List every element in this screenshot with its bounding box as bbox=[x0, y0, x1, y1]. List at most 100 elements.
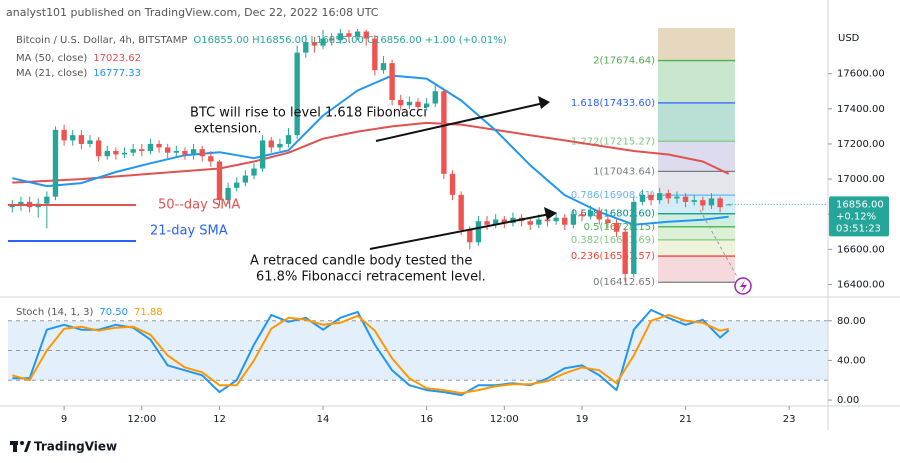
retrace-line-1: A retraced candle body tested the bbox=[250, 254, 472, 269]
candle-body bbox=[208, 156, 214, 162]
y-tick-label: 0.00 bbox=[837, 395, 859, 406]
x-tick-label: 9 bbox=[61, 414, 67, 425]
candle-body bbox=[674, 196, 680, 199]
ma21-legend: MA (21, close) 16777.33 bbox=[16, 68, 141, 79]
candle-body bbox=[165, 147, 171, 153]
candle-body bbox=[242, 175, 249, 183]
candle-body bbox=[570, 214, 577, 225]
fib-band bbox=[658, 171, 735, 196]
stoch-name: Stoch (14, 1, 3) bbox=[16, 307, 93, 318]
x-tick-label: 23 bbox=[783, 414, 796, 425]
candle-body bbox=[294, 52, 300, 136]
projection-line bbox=[699, 209, 741, 283]
ma21-value: 16777.33 bbox=[93, 68, 141, 79]
candle-body bbox=[363, 31, 369, 39]
retrace-line-2: 61.8% Fibonacci retracement level. bbox=[256, 270, 486, 285]
candle-body bbox=[682, 196, 689, 202]
x-tick-label: 12:00 bbox=[127, 414, 156, 425]
ohlc: O16855.00 H16856.00 L16855.00 C16856.00 … bbox=[193, 35, 506, 46]
stoch-k-value: 70.50 bbox=[99, 307, 128, 318]
fib-label: 1.618(17433.60) bbox=[571, 98, 655, 109]
candle-body bbox=[216, 161, 223, 201]
candle-body bbox=[553, 217, 559, 222]
candle-body bbox=[285, 135, 292, 144]
y-tick-label: 17200.00 bbox=[837, 139, 885, 150]
candle-body bbox=[251, 168, 257, 176]
candle-body bbox=[303, 42, 309, 53]
candle-body bbox=[147, 143, 154, 151]
y-tick-label: 17600.00 bbox=[837, 69, 885, 80]
candle-body bbox=[52, 129, 59, 197]
y-tick-label: 16400.00 bbox=[837, 279, 885, 290]
candle-body bbox=[44, 196, 50, 204]
candle-body bbox=[501, 219, 507, 223]
fib-label: 0.5(16728.15) bbox=[584, 222, 656, 233]
candle-body bbox=[190, 149, 197, 155]
stoch-line bbox=[12, 313, 729, 395]
symbol-legend: Bitcoin / U.S. Dollar, 4h, BITSTAMP O1685… bbox=[16, 35, 507, 46]
candle-body bbox=[398, 100, 404, 106]
candle-body bbox=[484, 221, 490, 225]
x-tick-label: 14 bbox=[317, 414, 330, 425]
candle-body bbox=[423, 103, 430, 108]
fib-label: 0.382(16653.69) bbox=[571, 235, 655, 246]
candle-body bbox=[268, 140, 274, 148]
candle-body bbox=[639, 194, 646, 202]
stoch-legend: Stoch (14, 1, 3) 70.50 71.88 bbox=[16, 307, 163, 318]
price-tag-price: 16856.00 bbox=[836, 199, 884, 210]
candle-body bbox=[182, 150, 188, 155]
x-tick-label: 16 bbox=[420, 414, 433, 425]
forecast-arrowhead bbox=[538, 96, 550, 109]
candle-body bbox=[700, 200, 706, 206]
axis-layer: 16400.0016600.0016800.0017000.0017200.00… bbox=[0, 0, 900, 430]
y-tick-label: 80.00 bbox=[837, 316, 866, 327]
candle-body bbox=[648, 194, 654, 201]
candle-body bbox=[536, 219, 542, 225]
y-tick-label: 40.00 bbox=[837, 355, 866, 366]
logo bbox=[10, 441, 31, 452]
candle-body bbox=[389, 63, 395, 101]
fib-label: 0.618(16802.60) bbox=[571, 209, 655, 220]
candle-layer bbox=[9, 28, 828, 283]
price-tag-countdown: 03:51:23 bbox=[836, 223, 881, 234]
fib-band bbox=[658, 141, 735, 172]
candle-body bbox=[70, 135, 76, 141]
fib-label: 0(16412.65) bbox=[593, 277, 655, 288]
candle-body bbox=[458, 194, 464, 231]
retrace-arrow bbox=[369, 213, 551, 250]
candle-body bbox=[337, 33, 343, 41]
candle-body bbox=[657, 193, 663, 201]
candle-body bbox=[406, 101, 413, 106]
sma21-label: 21-day SMA bbox=[150, 224, 228, 239]
candle-body bbox=[380, 63, 387, 71]
candle-body bbox=[613, 222, 620, 232]
x-tick-label: 12:00 bbox=[490, 414, 519, 425]
candle-body bbox=[139, 149, 145, 151]
candle-body bbox=[95, 140, 102, 157]
candle-body bbox=[708, 198, 715, 206]
candle-body bbox=[121, 152, 128, 155]
candle-body bbox=[527, 221, 533, 225]
candle-body bbox=[78, 135, 85, 144]
candle-body bbox=[311, 42, 318, 46]
ma50-value: 17023.62 bbox=[93, 53, 141, 64]
candle-body bbox=[544, 219, 551, 222]
candle-body bbox=[562, 217, 568, 225]
candle-body bbox=[329, 38, 335, 41]
candle-body bbox=[104, 150, 110, 157]
fib-band bbox=[658, 226, 735, 240]
candle-body bbox=[18, 201, 24, 206]
moving-average bbox=[12, 74, 729, 226]
ma50-name: MA (50, close) bbox=[16, 53, 87, 64]
candle-body bbox=[87, 140, 93, 144]
candle-body bbox=[320, 38, 326, 46]
price-tag-change: +0.12% bbox=[836, 211, 876, 222]
candle-body bbox=[605, 219, 611, 223]
candle-body bbox=[354, 31, 361, 37]
candle-body bbox=[691, 200, 697, 202]
ma21-name: MA (21, close) bbox=[16, 68, 87, 79]
y-tick-label: 16600.00 bbox=[837, 244, 885, 255]
candle-body bbox=[665, 193, 671, 199]
candle-body bbox=[596, 210, 602, 220]
